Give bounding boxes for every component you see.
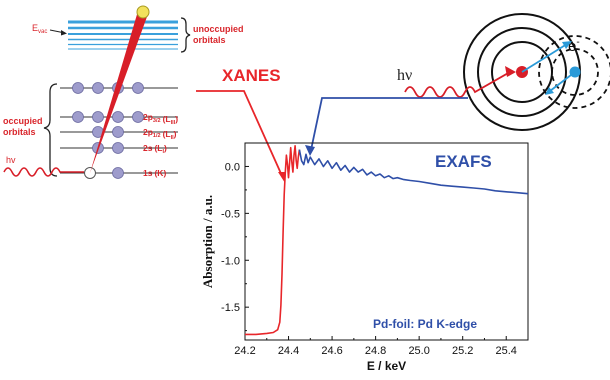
chart-annotation: Pd-foil: Pd K-edge xyxy=(373,317,477,331)
series-group xyxy=(245,145,529,336)
atom-hv-label: hν xyxy=(397,67,412,84)
orbital-level-label: 2p1/2 (LII) xyxy=(143,127,177,141)
electron-path xyxy=(521,43,568,73)
xanes-callout-line xyxy=(196,90,284,179)
unoccupied-brace xyxy=(180,17,191,53)
orbital-level-label: 1s (K) xyxy=(143,168,166,178)
x-tick-label: 24.2 xyxy=(234,345,255,357)
scatter-wave-outer xyxy=(538,35,610,109)
unoccupied-orbital-lines xyxy=(68,20,178,50)
occupied-electrons xyxy=(72,82,144,179)
x-tick-label: 25.0 xyxy=(408,345,429,357)
excitation-cone xyxy=(90,11,148,173)
electron-path-arrowhead xyxy=(562,41,572,49)
x-tick-label: 24.8 xyxy=(365,345,386,357)
backscatter-arrowhead xyxy=(545,87,554,95)
atom-shell-middle xyxy=(477,27,567,117)
y-axis-ticks: 0.0 -0.5 -1.0 -1.5 xyxy=(221,142,249,332)
y-axis-label: Absorption / a.u. xyxy=(200,195,215,288)
energy-photon-wave xyxy=(3,167,84,177)
electron-label: e- xyxy=(568,37,580,55)
exafs-series-line xyxy=(298,149,529,195)
occupied-label-line2: orbitals xyxy=(3,127,36,137)
exafs-label: EXAFS xyxy=(435,152,492,171)
plot-frame xyxy=(244,142,529,341)
atom-photon-wave xyxy=(404,71,511,98)
xanes-series-line xyxy=(245,145,301,336)
energy-level-diagram: Evac unoccupied orbitals xyxy=(3,5,244,179)
orbital-level-label: 2s (LI) xyxy=(143,143,167,155)
y-tick-label: 0.0 xyxy=(225,161,240,173)
exafs-callout-arrowhead xyxy=(305,145,315,156)
orbital-level-label: 2p3/2 (LIII) xyxy=(143,112,178,126)
x-tick-label: 25.2 xyxy=(452,345,473,357)
evac-arrowhead xyxy=(61,30,67,36)
atom-shell-inner xyxy=(491,41,553,103)
energy-hv-label: hv xyxy=(6,155,16,165)
occupied-label-line1: occupied xyxy=(3,116,43,126)
x-axis-label: E / keV xyxy=(367,359,406,373)
xanes-label: XANES xyxy=(222,66,281,85)
exafs-callout-line xyxy=(310,97,468,151)
unoccupied-label-line2: orbitals xyxy=(193,35,226,45)
y-tick-label: -0.5 xyxy=(221,208,240,220)
ejected-electron xyxy=(136,5,150,19)
occupied-brace xyxy=(43,83,58,177)
evac-label: Evac xyxy=(32,23,47,35)
absorption-chart: 24.2 24.4 24.6 24.8 25.0 25.2 25.4 0.0 -0.5 -1.0… xyxy=(200,142,529,373)
xanes-callout-arrowhead xyxy=(278,172,286,183)
x-tick-label: 25.4 xyxy=(496,345,517,357)
x-tick-label: 24.6 xyxy=(321,345,342,357)
orbital-level-labels: 2p3/2 (LIII)2p1/2 (LII) 2s (LI) 1s (K) xyxy=(143,112,178,178)
unoccupied-label-line1: unoccupied xyxy=(193,24,244,34)
atom-photon-arrowhead xyxy=(505,66,516,77)
y-tick-label: -1.5 xyxy=(221,302,240,314)
atom-diagram: e- hν xyxy=(397,13,610,131)
x-axis-ticks: 24.2 24.4 24.6 24.8 25.0 25.2 25.4 xyxy=(234,336,529,357)
backscatter-path xyxy=(549,71,576,92)
y-tick-label: -1.0 xyxy=(221,255,240,267)
x-tick-label: 24.4 xyxy=(278,345,299,357)
scatter-wave-inner xyxy=(551,48,599,96)
